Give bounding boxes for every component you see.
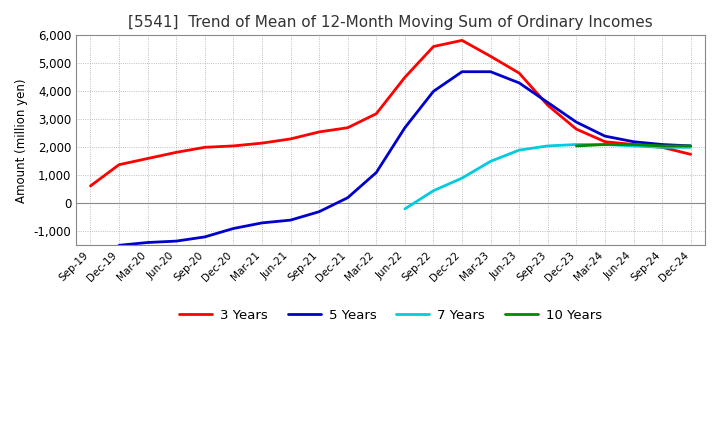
3 Years <box>458 38 467 43</box>
5 Years <box>686 143 695 149</box>
5 Years <box>400 125 409 130</box>
5 Years <box>343 195 352 200</box>
5 Years <box>515 80 523 85</box>
7 Years <box>429 188 438 193</box>
10 Years <box>572 143 581 149</box>
5 Years <box>172 238 181 244</box>
5 Years <box>143 240 152 245</box>
Legend: 3 Years, 5 Years, 7 Years, 10 Years: 3 Years, 5 Years, 7 Years, 10 Years <box>174 303 607 327</box>
5 Years <box>429 89 438 94</box>
5 Years <box>258 220 266 226</box>
10 Years <box>658 143 667 149</box>
7 Years <box>686 145 695 150</box>
Line: 3 Years: 3 Years <box>91 40 690 186</box>
7 Years <box>515 147 523 153</box>
3 Years <box>600 139 609 144</box>
Line: 7 Years: 7 Years <box>405 144 690 209</box>
5 Years <box>315 209 323 214</box>
3 Years <box>343 125 352 130</box>
3 Years <box>114 162 123 167</box>
Line: 5 Years: 5 Years <box>119 72 690 246</box>
3 Years <box>515 70 523 76</box>
7 Years <box>486 159 495 164</box>
5 Years <box>629 139 638 144</box>
5 Years <box>114 243 123 248</box>
7 Years <box>572 142 581 147</box>
5 Years <box>544 100 552 105</box>
3 Years <box>287 136 295 142</box>
7 Years <box>400 206 409 212</box>
5 Years <box>287 217 295 223</box>
5 Years <box>572 120 581 125</box>
3 Years <box>172 150 181 155</box>
3 Years <box>229 143 238 149</box>
5 Years <box>200 234 209 239</box>
3 Years <box>486 54 495 59</box>
3 Years <box>258 140 266 146</box>
3 Years <box>315 129 323 135</box>
3 Years <box>372 111 381 116</box>
7 Years <box>629 143 638 149</box>
3 Years <box>686 152 695 157</box>
5 Years <box>600 133 609 139</box>
3 Years <box>429 44 438 49</box>
Y-axis label: Amount (million yen): Amount (million yen) <box>15 78 28 202</box>
10 Years <box>686 143 695 149</box>
5 Years <box>229 226 238 231</box>
3 Years <box>658 145 667 150</box>
10 Years <box>600 142 609 147</box>
3 Years <box>544 103 552 108</box>
3 Years <box>200 145 209 150</box>
10 Years <box>629 142 638 147</box>
5 Years <box>486 69 495 74</box>
Line: 10 Years: 10 Years <box>577 144 690 146</box>
7 Years <box>658 145 667 150</box>
5 Years <box>458 69 467 74</box>
5 Years <box>372 170 381 175</box>
3 Years <box>86 183 95 189</box>
3 Years <box>629 142 638 147</box>
7 Years <box>544 143 552 149</box>
7 Years <box>600 142 609 147</box>
Title: [5541]  Trend of Mean of 12-Month Moving Sum of Ordinary Incomes: [5541] Trend of Mean of 12-Month Moving … <box>128 15 653 30</box>
3 Years <box>400 75 409 80</box>
7 Years <box>458 176 467 181</box>
3 Years <box>143 156 152 161</box>
5 Years <box>658 142 667 147</box>
3 Years <box>572 126 581 132</box>
